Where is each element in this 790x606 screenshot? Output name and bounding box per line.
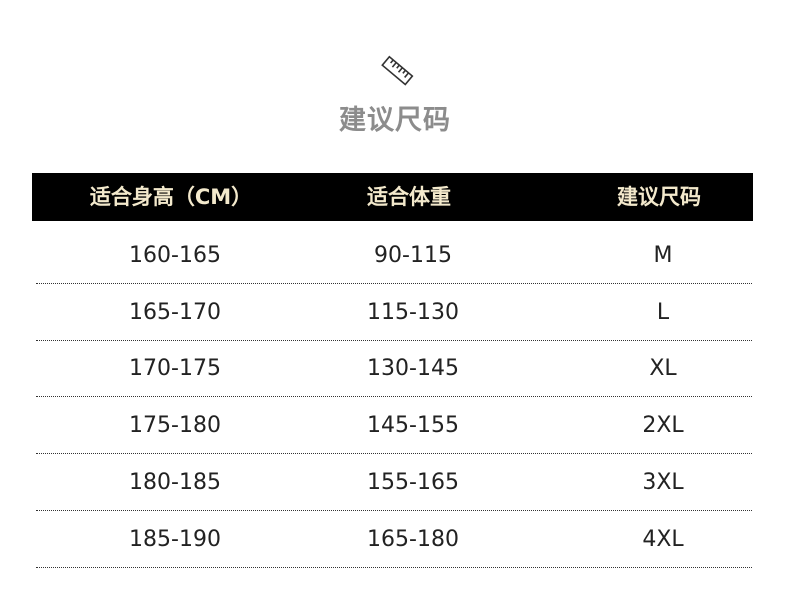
cell-weight: 165-180: [367, 526, 459, 552]
cell-weight: 145-155: [367, 413, 459, 439]
table-row: 160-165 90-115 M: [36, 227, 752, 284]
cell-size: 3XL: [642, 469, 684, 495]
table-row: 165-170 115-130 L: [36, 284, 752, 341]
table-header: 适合身高（CM） 适合体重 建议尺码: [32, 173, 753, 221]
page-title: 建议尺码: [339, 105, 451, 136]
table-row: 175-180 145-155 2XL: [36, 397, 752, 455]
cell-size: M: [653, 243, 673, 268]
header-weight: 适合体重: [367, 185, 451, 209]
cell-height: 180-185: [129, 469, 221, 495]
cell-weight: 130-145: [367, 356, 459, 382]
cell-height: 165-170: [129, 299, 221, 325]
table-row: 170-175 130-145 XL: [36, 340, 752, 398]
cell-size: 4XL: [642, 526, 684, 552]
cell-height: 175-180: [129, 413, 221, 439]
cell-size: XL: [649, 356, 677, 382]
cell-weight: 115-130: [367, 299, 459, 325]
cell-height: 185-190: [129, 526, 221, 552]
cell-size: L: [656, 299, 670, 325]
cell-height: 170-175: [129, 356, 221, 382]
cell-weight: 90-115: [374, 243, 452, 268]
table-row: 180-185 155-165 3XL: [36, 454, 752, 511]
cell-weight: 155-165: [367, 469, 459, 495]
cell-height: 160-165: [129, 243, 221, 268]
table-row: 185-190 165-180 4XL: [36, 511, 752, 568]
header-size: 建议尺码: [617, 185, 701, 209]
header-height: 适合身高（CM）: [89, 185, 253, 209]
ruler-icon: [381, 55, 414, 86]
cell-size: 2XL: [642, 413, 684, 439]
